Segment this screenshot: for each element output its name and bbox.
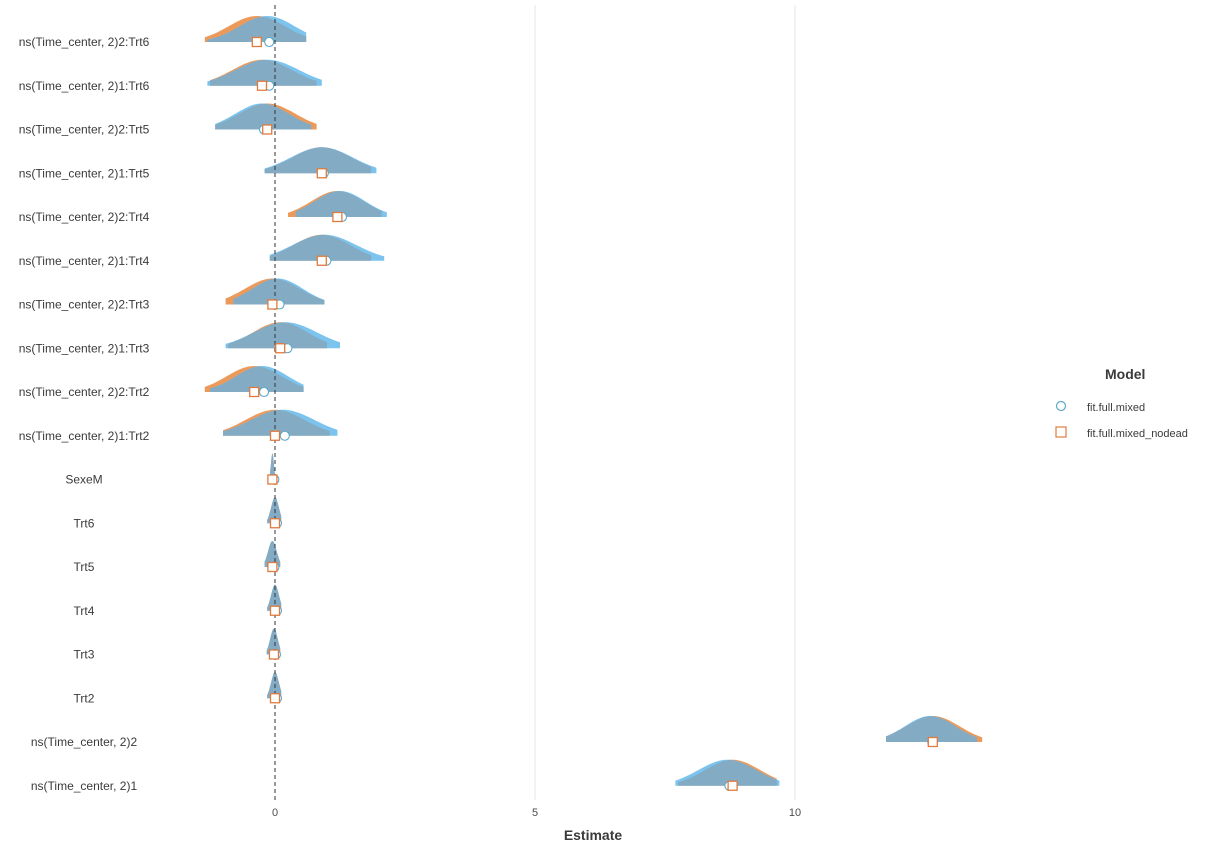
estimate-square-ns-time-center-2-1-trt6 (256, 80, 268, 91)
y-tick-label: ns(Time_center, 2)1:Trt5 (19, 166, 150, 180)
y-tick-label: ns(Time_center, 2)1:Trt3 (19, 341, 150, 355)
ridge-ns-time-center-2-1-trt5 (264, 147, 377, 174)
ridge-overlap-trt2 (267, 672, 282, 699)
y-tick-label: ns(Time_center, 2)1:Trt2 (19, 429, 150, 443)
y-tick-label: ns(Time_center, 2)2:Trt6 (19, 35, 150, 49)
y-tick-label: Trt3 (74, 648, 95, 662)
y-tick-label: ns(Time_center, 2)2:Trt3 (19, 298, 150, 312)
ridge-trt4 (267, 584, 282, 611)
ridge-ns-time-center-2-2-trt5 (215, 103, 317, 130)
ridge-ns-time-center-2-2-trt4 (288, 191, 387, 217)
ridge-ns-time-center-2-1 (675, 759, 780, 786)
estimate-square-ns-time-center-2-1-trt5 (316, 168, 327, 179)
ridge-overlap-trt4 (267, 584, 282, 611)
legend-item-fit-full-mixed: fit.full.mixed (1055, 400, 1145, 414)
x-axis-title: Estimate (564, 827, 623, 843)
ridge-overlap-ns-time-center-2-1-trt5 (264, 147, 372, 174)
y-tick-label: Trt2 (74, 691, 95, 705)
y-tick-label: ns(Time_center, 2)2 (31, 735, 138, 749)
legend-circle-icon (1055, 400, 1067, 412)
estimate-square-trt2 (269, 693, 281, 704)
estimate-square-trt4 (269, 605, 281, 616)
estimate-circle-ns-time-center-2-2-trt6 (264, 36, 275, 48)
point-estimates (249, 36, 938, 791)
ridge-overlap-sexem (269, 453, 275, 480)
y-tick-label: ns(Time_center, 2)1:Trt6 (19, 79, 150, 93)
legend-square-icon (1055, 426, 1067, 438)
y-tick-label: ns(Time_center, 2)2:Trt2 (19, 385, 150, 399)
ridge-trt6 (267, 497, 282, 524)
ridge-trt2 (267, 672, 282, 699)
ridge-ns-time-center-2-1-trt6 (207, 59, 322, 86)
estimate-circle-ns-time-center-2-2-trt2 (258, 386, 270, 398)
y-tick-label: ns(Time_center, 2)2:Trt5 (19, 123, 150, 137)
x-tick-label: 5 (532, 807, 538, 819)
estimate-square-ns-time-center-2-1 (727, 780, 738, 791)
density-ridges (204, 16, 983, 786)
estimate-square-trt5 (267, 561, 278, 573)
estimate-square-ns-time-center-2-2 (927, 736, 938, 748)
ridge-ns-time-center-2-2-trt6 (204, 16, 307, 42)
estimate-square-trt6 (269, 518, 281, 529)
legend-label-fit-full-mixed-nodead: fit.full.mixed_nodead (1087, 428, 1188, 440)
estimate-square-ns-time-center-2-1-trt2 (269, 430, 281, 441)
ridge-ns-time-center-2-2 (886, 716, 983, 742)
estimate-square-ns-time-center-2-2-trt4 (332, 211, 343, 223)
legend-title: Model (1105, 366, 1145, 382)
estimate-square-ns-time-center-2-2-trt3 (267, 299, 278, 310)
ridge-overlap-trt6 (267, 497, 282, 524)
estimate-square-sexem (267, 474, 278, 485)
ridge-overlap-ns-time-center-2-2 (886, 716, 977, 742)
y-tick-label: Trt4 (74, 604, 95, 618)
ridge-overlap-trt5 (264, 541, 281, 567)
x-axis-labels: 0 5 10 (272, 807, 801, 819)
estimate-circle-ns-time-center-2-1-trt2 (279, 430, 290, 441)
estimate-square-trt3 (268, 649, 280, 660)
ridge-overlap-trt3 (266, 628, 281, 655)
y-tick-label: ns(Time_center, 2)1:Trt4 (19, 254, 150, 268)
ridge-ns-time-center-2-1-trt2 (223, 409, 338, 436)
legend: Model fit.full.mixed fit.full.mixed_node… (1055, 366, 1188, 440)
ridge-overlap-ns-time-center-2-1 (678, 759, 777, 786)
ridge-ns-time-center-2-2-trt2 (204, 366, 304, 392)
ridge-overlap-ns-time-center-2-2-trt4 (295, 191, 382, 217)
ridge-overlap-ns-time-center-2-1-trt3 (228, 322, 327, 349)
y-tick-label: Trt5 (74, 560, 95, 574)
ridge-overlap-ns-time-center-2-1-trt4 (269, 234, 372, 261)
x-tick-label: 10 (789, 807, 801, 819)
legend-item-fit-full-mixed-nodead: fit.full.mixed_nodead (1055, 426, 1188, 440)
gridlines (534, 5, 796, 800)
ridge-sexem (269, 453, 275, 480)
y-tick-label: SexeM (65, 473, 102, 487)
estimate-square-ns-time-center-2-1-trt3 (275, 343, 286, 354)
ridge-ns-time-center-2-1-trt4 (269, 234, 385, 261)
ridge-trt3 (266, 628, 281, 655)
ridge-overlap-ns-time-center-2-2-trt5 (215, 103, 312, 130)
ridge-ns-time-center-2-2-trt3 (225, 278, 325, 305)
estimate-square-ns-time-center-2-2-trt6 (251, 36, 262, 48)
y-tick-label: Trt6 (74, 516, 95, 530)
estimate-square-ns-time-center-2-2-trt2 (249, 386, 260, 398)
y-tick-label: ns(Time_center, 2)2:Trt4 (19, 210, 150, 224)
y-axis-labels: ns(Time_center, 2)2:Trt6 ns(Time_center, … (19, 35, 150, 793)
ridge-trt5 (264, 541, 281, 567)
estimate-square-ns-time-center-2-2-trt5 (262, 124, 273, 135)
estimate-square-ns-time-center-2-1-trt4 (316, 255, 327, 266)
x-tick-label: 0 (272, 807, 278, 819)
legend-label-fit-full-mixed: fit.full.mixed (1087, 402, 1145, 414)
y-tick-label: ns(Time_center, 2)1 (31, 779, 138, 793)
ridge-overlap-ns-time-center-2-1-trt2 (223, 409, 330, 436)
ridge-ns-time-center-2-1-trt3 (225, 322, 340, 349)
ridge-overlap-ns-time-center-2-1-trt6 (210, 59, 317, 86)
ridge-overlap-ns-time-center-2-2-trt3 (233, 278, 325, 305)
